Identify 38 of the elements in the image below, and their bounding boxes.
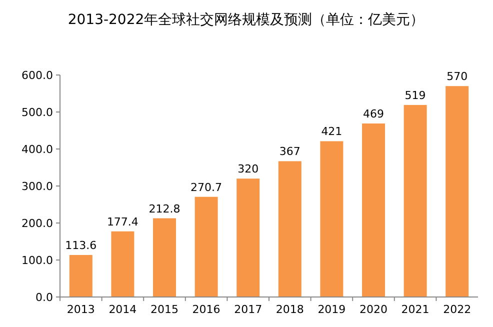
x-tick-label: 2019: [318, 303, 346, 316]
data-label: 570: [446, 70, 468, 84]
y-tick-label: 100.0: [22, 254, 53, 267]
bar: [194, 196, 218, 297]
chart-title: 2013-2022年全球社交网络规模及预测（单位：亿美元）: [68, 12, 424, 28]
x-tick-label: 2020: [360, 303, 388, 316]
x-tick-label: 2013: [66, 303, 95, 316]
data-label: 421: [321, 125, 342, 138]
data-label: 469: [363, 107, 384, 120]
x-tick-label: 2018: [276, 303, 304, 316]
y-tick-label: 200.0: [22, 217, 53, 230]
x-tick-label: 2021: [401, 303, 430, 316]
y-tick-label: 400.0: [22, 143, 53, 156]
bar: [362, 123, 385, 297]
y-tick-label: 600.0: [22, 69, 53, 82]
y-tick-label: 0.0: [36, 291, 53, 304]
data-label: 177.4: [106, 215, 138, 228]
x-tick-label: 2016: [192, 303, 220, 316]
data-label: 519: [404, 88, 426, 102]
x-tick-label: 2017: [234, 303, 262, 316]
bar: [111, 231, 134, 297]
bar: [404, 104, 427, 297]
data-label: 320: [238, 162, 259, 176]
y-tick-label: 500.0: [22, 106, 53, 119]
bar: [236, 178, 260, 297]
bar: [278, 161, 302, 297]
data-label: 270.7: [190, 180, 222, 194]
bar: [69, 254, 92, 297]
y-tick-label: 300.0: [22, 180, 53, 193]
x-tick-label: 2014: [108, 303, 137, 316]
data-label: 367: [279, 145, 300, 158]
x-tick-label: 2022: [443, 303, 472, 316]
bar: [153, 218, 176, 297]
x-tick-label: 2015: [150, 303, 178, 316]
bar: [320, 141, 344, 297]
data-label: 212.8: [148, 202, 180, 216]
data-label: 113.6: [65, 238, 97, 252]
bar: [446, 86, 469, 297]
